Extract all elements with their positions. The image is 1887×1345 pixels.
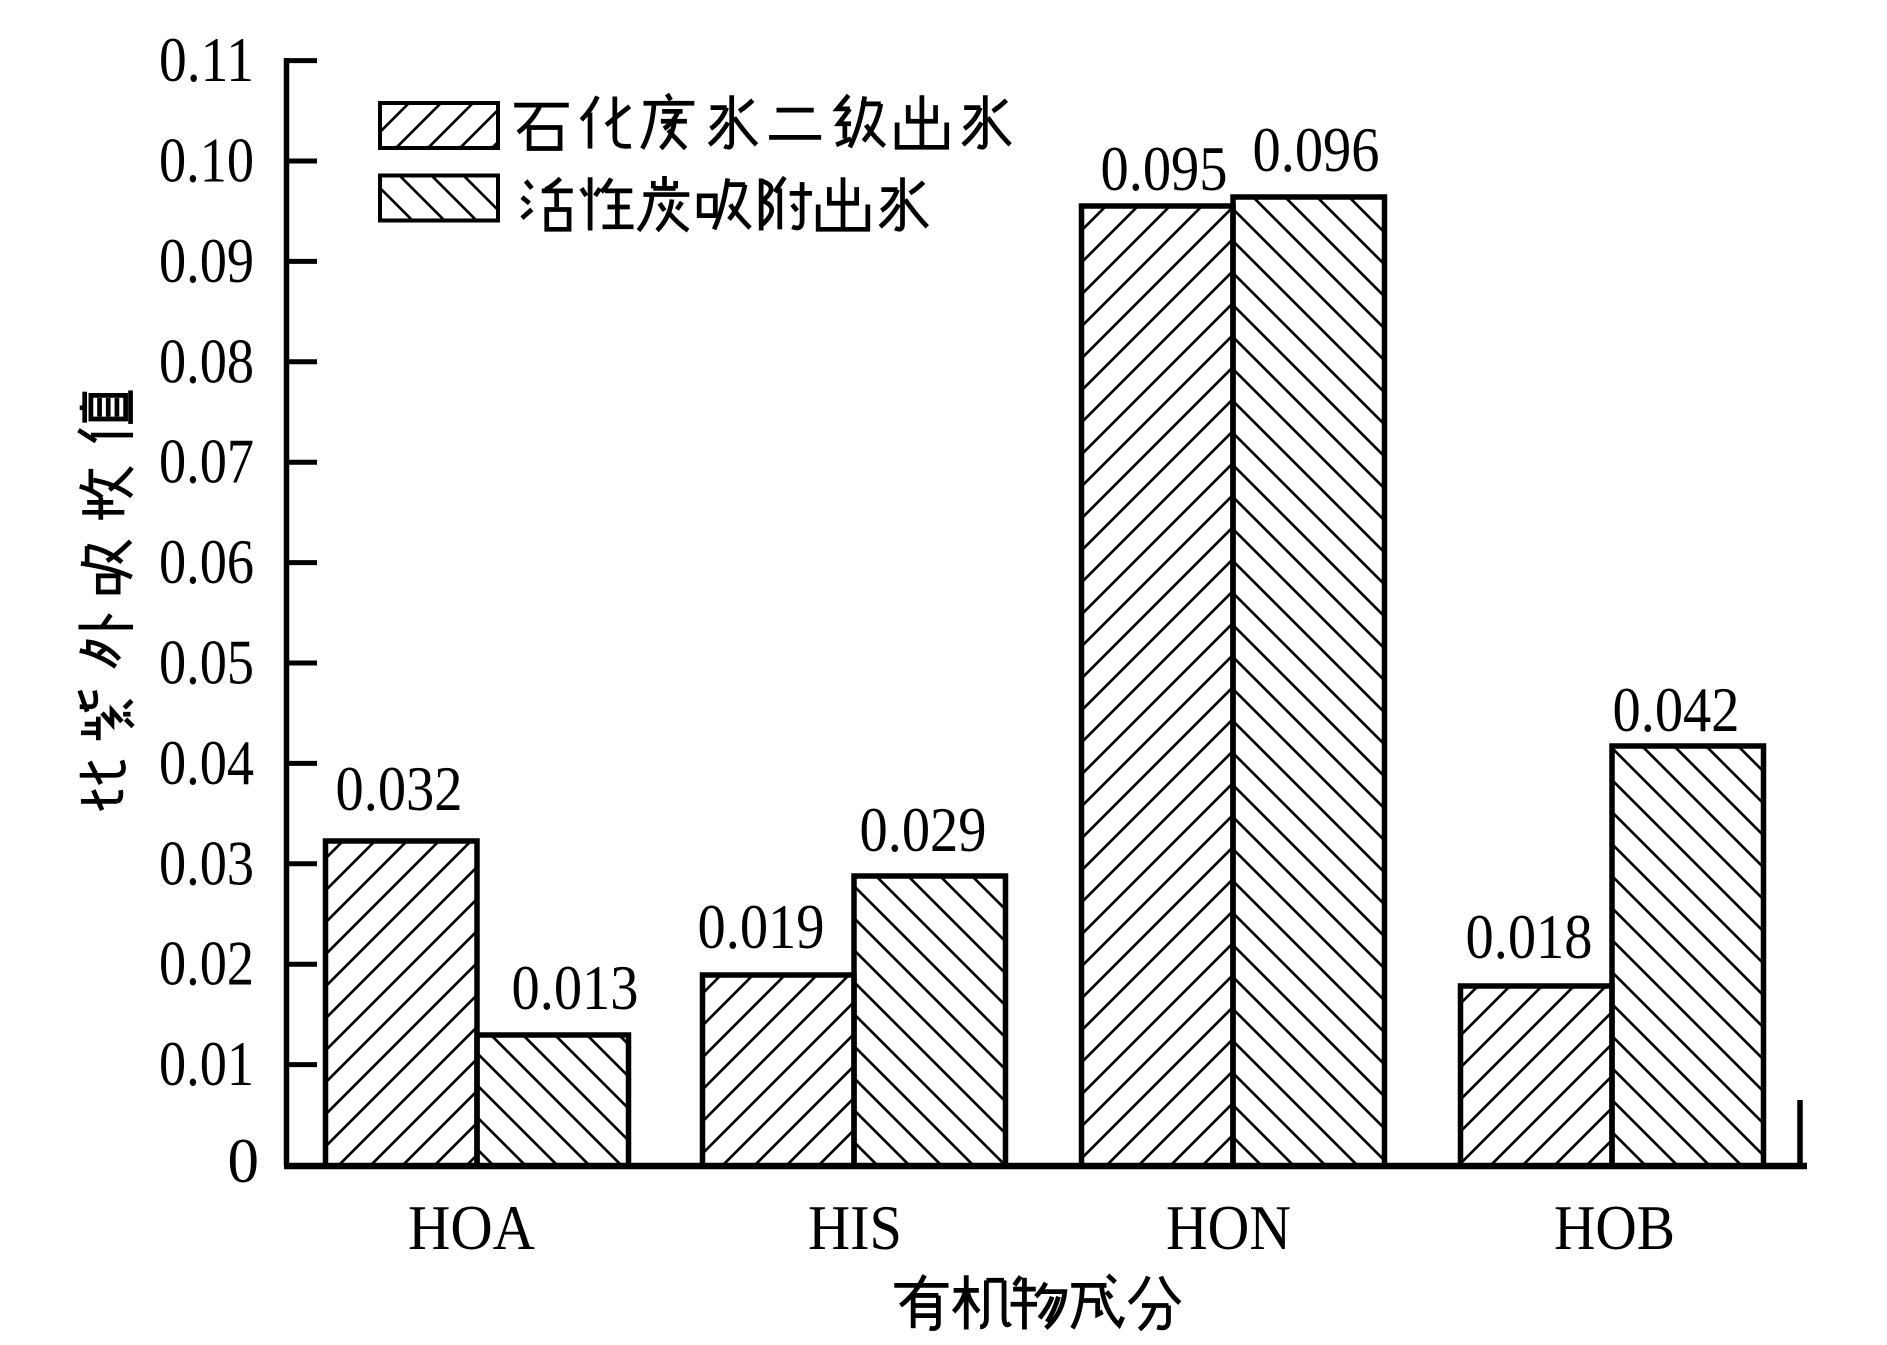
svg-text:0.03: 0.03 [159,828,254,898]
svg-text:HIS: HIS [808,1193,902,1263]
svg-text:0.019: 0.019 [698,892,825,962]
svg-text:0.08: 0.08 [159,326,254,396]
svg-text:0.02: 0.02 [159,929,254,999]
svg-text:0.10: 0.10 [159,126,254,196]
svg-text:HON: HON [1166,1193,1291,1263]
svg-text:0.11: 0.11 [159,25,254,95]
svg-text:0.09: 0.09 [159,226,254,296]
svg-text:0.04: 0.04 [159,728,254,798]
svg-text:0.096: 0.096 [1253,115,1380,185]
svg-text:0.018: 0.018 [1466,902,1593,972]
svg-text:HOA: HOA [408,1193,535,1263]
svg-text:0.042: 0.042 [1613,675,1740,745]
svg-text:0.032: 0.032 [336,754,463,824]
svg-text:0: 0 [228,1126,260,1196]
svg-text:0.05: 0.05 [159,628,254,698]
svg-text:HOB: HOB [1554,1193,1675,1263]
svg-text:0.06: 0.06 [159,527,254,597]
svg-text:0.013: 0.013 [512,953,639,1023]
svg-text:0.01: 0.01 [159,1029,254,1099]
svg-text:0.095: 0.095 [1101,134,1228,204]
svg-text:0.07: 0.07 [159,427,254,497]
svg-text:0.029: 0.029 [860,795,987,865]
